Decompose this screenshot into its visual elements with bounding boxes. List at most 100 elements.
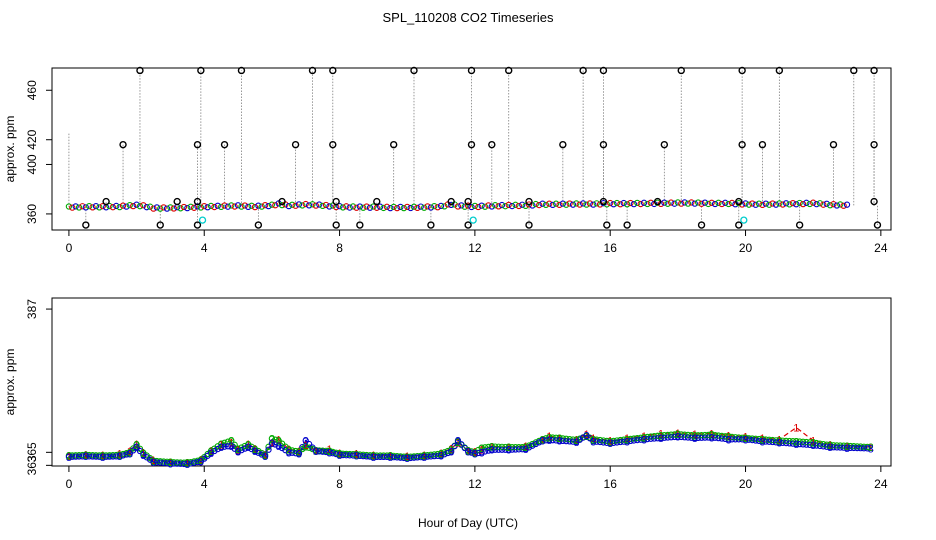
series-point-3 <box>847 444 854 452</box>
series-label-1: 1 <box>296 446 302 458</box>
spike-point <box>795 221 804 229</box>
spike-point <box>873 221 882 229</box>
baseline-point <box>109 204 117 211</box>
series-label-3: 3 <box>624 436 630 448</box>
series-point-3 <box>566 438 573 445</box>
baseline-point <box>617 201 624 208</box>
series-label-3: 3 <box>455 436 461 448</box>
series-point-3 <box>346 452 353 459</box>
baseline-point <box>322 201 330 209</box>
series-point-2 <box>234 445 242 453</box>
series-point-3 <box>255 449 262 456</box>
spike-point <box>102 197 110 206</box>
series-point-3 <box>211 447 218 455</box>
spike-point <box>525 197 533 206</box>
series-label-3: 3 <box>269 438 275 450</box>
series-point-3 <box>106 453 113 460</box>
top-y-tick-label: 420 <box>25 129 39 149</box>
series-label-1: 1 <box>262 449 268 461</box>
baseline-point <box>397 203 404 211</box>
series-point-3 <box>603 439 610 446</box>
series-label-2: 2 <box>539 434 545 446</box>
series-point-3 <box>261 453 269 460</box>
baseline-point <box>387 204 394 212</box>
baseline-point <box>272 202 279 209</box>
series-point-2 <box>434 450 441 458</box>
series-point-3 <box>322 448 330 456</box>
series-point-3 <box>245 443 252 451</box>
baseline-point <box>96 204 103 211</box>
series-label-3: 3 <box>127 449 133 461</box>
series-label-3: 3 <box>313 446 319 458</box>
series-label-2: 2 <box>134 440 140 452</box>
series-point-3 <box>596 438 604 446</box>
series-label-2: 2 <box>455 437 461 449</box>
baseline-point <box>305 202 313 209</box>
baseline-point <box>688 199 695 206</box>
series-label-3: 3 <box>198 456 204 468</box>
series-label-1: 1 <box>776 434 782 446</box>
spike-point <box>697 221 706 229</box>
series-point-3 <box>319 448 326 455</box>
series-label-3: 3 <box>776 438 782 450</box>
series-point-3 <box>529 442 536 449</box>
series-point-3 <box>184 460 191 468</box>
baseline-point <box>89 204 96 211</box>
baseline-point <box>414 204 421 212</box>
series-point-2 <box>133 441 140 448</box>
series-point-2 <box>610 437 617 445</box>
spike-point <box>356 221 364 229</box>
series-point-2 <box>630 435 638 442</box>
series-label-2: 2 <box>336 449 342 461</box>
series-point-3 <box>390 453 397 461</box>
series-point-3 <box>732 436 739 443</box>
series-point-3 <box>79 453 86 460</box>
series-label-1: 1 <box>313 445 319 457</box>
baseline-point <box>383 203 391 210</box>
series-label-3: 3 <box>228 441 234 453</box>
series-label-3: 3 <box>370 452 376 464</box>
baseline-point <box>512 201 519 208</box>
series-label-3: 3 <box>438 451 444 463</box>
baseline-point <box>268 201 276 208</box>
baseline-point <box>769 200 776 207</box>
baseline-point <box>197 204 205 211</box>
bottom-y-tick-label: 363 <box>25 455 39 475</box>
spike-point <box>735 221 743 229</box>
series-point-3 <box>776 439 783 446</box>
baseline-point <box>623 201 631 208</box>
baseline-point <box>65 203 73 210</box>
series-label-1: 1 <box>404 451 410 463</box>
series-point-3 <box>738 436 746 443</box>
series-label-3: 3 <box>506 445 512 457</box>
series-label-1: 1 <box>127 446 133 458</box>
baseline-point <box>464 202 472 209</box>
spike-point <box>193 221 202 229</box>
series-label-2: 2 <box>479 443 485 455</box>
series-label-1: 1 <box>303 440 309 452</box>
series-point-3 <box>522 445 529 453</box>
series-label-3: 3 <box>336 450 342 462</box>
spike-point <box>850 66 858 75</box>
series-point-3 <box>404 455 411 462</box>
baseline-point <box>238 203 245 210</box>
series-point-3 <box>65 453 73 461</box>
series-point-3 <box>339 451 347 459</box>
bottom-panel-ylabel: approx. ppm <box>3 349 17 416</box>
series-point-3 <box>532 440 539 448</box>
baseline-point <box>566 200 573 207</box>
series-label-2: 2 <box>228 436 234 448</box>
baseline-point <box>160 204 167 211</box>
top-x-tick-label: 24 <box>874 241 888 255</box>
series-label-1: 1 <box>479 445 485 457</box>
spike-point <box>579 66 587 75</box>
baseline-point <box>522 202 529 210</box>
series-point-3 <box>136 447 144 455</box>
baseline-point <box>532 200 539 208</box>
baseline-point <box>113 202 120 210</box>
series-label-2: 2 <box>556 433 562 445</box>
series-label-1: 1 <box>793 423 799 435</box>
series-label-2: 2 <box>313 445 319 457</box>
baseline-point <box>799 200 807 208</box>
baseline-point <box>437 202 445 210</box>
